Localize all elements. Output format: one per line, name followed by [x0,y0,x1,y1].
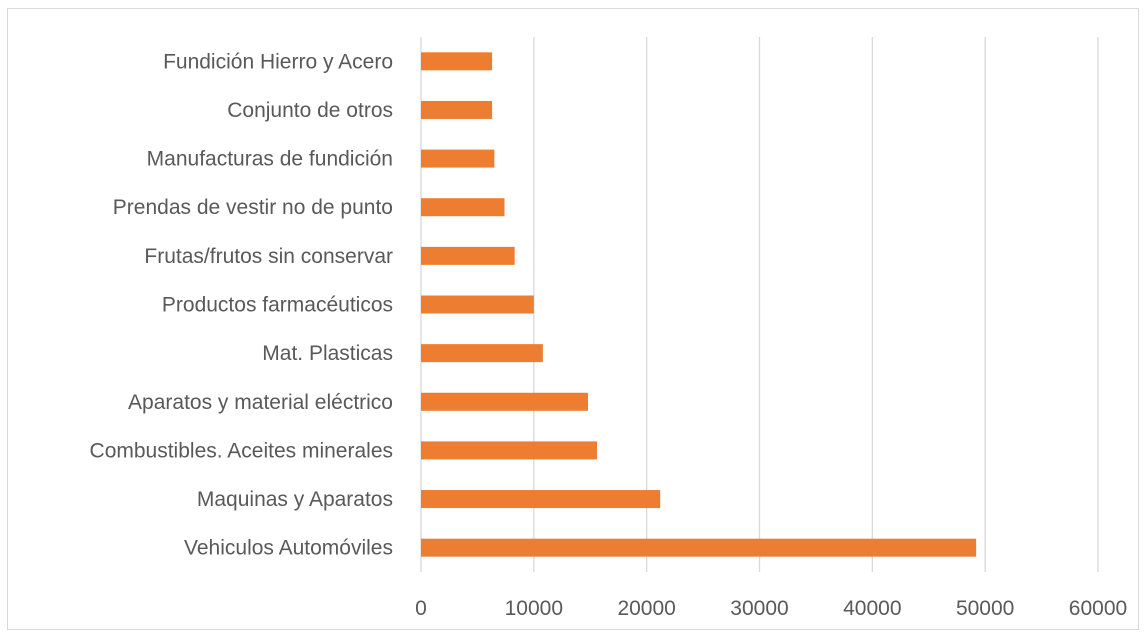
bar [421,344,543,363]
bar [421,392,588,411]
category-label: Combustibles. Aceites minerales [90,439,393,462]
x-tick-label: 30000 [730,597,788,620]
x-tick-label: 20000 [617,597,675,620]
category-label: Mat. Plasticas [262,342,393,365]
gridlines [420,37,1099,572]
bar [421,149,495,168]
category-labels: Vehiculos Automóviles Maquinas y Aparatos… [90,50,393,559]
category-label: Productos farmacéuticos [162,294,393,317]
category-label: Conjunto de otros [227,99,393,122]
bar [421,100,493,119]
bar [421,295,534,314]
category-label: Vehiculos Automóviles [184,537,393,560]
category-label: Aparatos y material eléctrico [128,391,393,414]
x-tick-label: 40000 [843,597,901,620]
x-axis-tick-labels: 0 10000 20000 30000 40000 50000 60000 [415,597,1127,620]
bar [421,441,598,460]
bar [421,52,493,71]
x-tick-label: 0 [415,597,427,620]
x-tick-label: 50000 [956,597,1014,620]
x-tick-label: 10000 [505,597,563,620]
bar [421,198,505,217]
chart-frame [7,8,1139,630]
category-label: Maquinas y Aparatos [197,488,393,511]
bar [421,246,515,265]
bars [421,52,977,557]
category-label: Prendas de vestir no de punto [113,196,393,219]
category-label: Manufacturas de fundición [147,148,393,171]
bar [421,538,977,557]
category-label: Frutas/frutos sin conservar [144,245,393,268]
category-label: Fundición Hierro y Acero [163,50,393,73]
x-tick-label: 60000 [1069,597,1127,620]
bar [421,490,661,509]
